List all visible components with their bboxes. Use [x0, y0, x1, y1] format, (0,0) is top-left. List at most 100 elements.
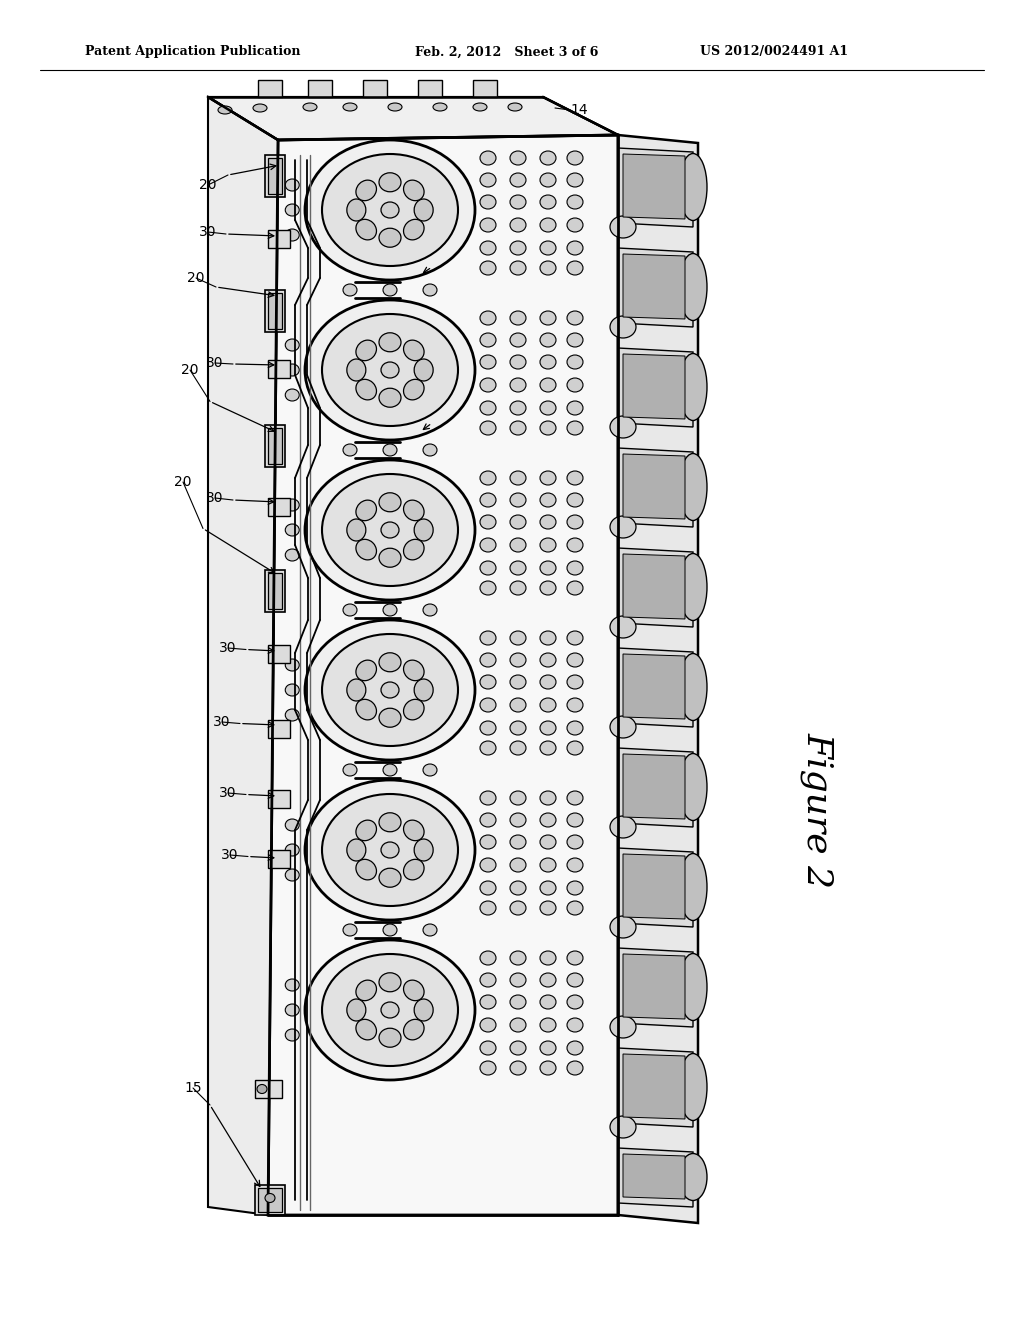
Ellipse shape — [540, 150, 556, 165]
Ellipse shape — [403, 981, 424, 1001]
Ellipse shape — [610, 1115, 636, 1138]
Ellipse shape — [356, 500, 377, 520]
Ellipse shape — [510, 698, 526, 711]
Ellipse shape — [423, 444, 437, 455]
Bar — [258, 1188, 282, 1212]
Ellipse shape — [343, 103, 357, 111]
Text: 20: 20 — [200, 178, 217, 191]
Ellipse shape — [480, 561, 496, 576]
Ellipse shape — [480, 515, 496, 529]
Ellipse shape — [540, 631, 556, 645]
Ellipse shape — [540, 515, 556, 529]
Polygon shape — [255, 1080, 282, 1098]
Ellipse shape — [510, 631, 526, 645]
Ellipse shape — [567, 1041, 583, 1055]
Ellipse shape — [510, 1061, 526, 1074]
Ellipse shape — [567, 858, 583, 873]
Ellipse shape — [383, 764, 397, 776]
Ellipse shape — [567, 653, 583, 667]
Ellipse shape — [480, 653, 496, 667]
Ellipse shape — [322, 795, 458, 906]
Ellipse shape — [379, 973, 401, 991]
Ellipse shape — [379, 492, 401, 512]
Ellipse shape — [567, 421, 583, 436]
Ellipse shape — [610, 816, 636, 838]
Ellipse shape — [540, 902, 556, 915]
Polygon shape — [618, 348, 693, 426]
Ellipse shape — [567, 675, 583, 689]
Ellipse shape — [381, 202, 399, 218]
Ellipse shape — [540, 173, 556, 187]
Ellipse shape — [403, 1019, 424, 1040]
Ellipse shape — [305, 140, 475, 280]
Ellipse shape — [510, 1018, 526, 1032]
Ellipse shape — [480, 218, 496, 232]
Ellipse shape — [480, 312, 496, 325]
Ellipse shape — [343, 284, 357, 296]
Ellipse shape — [480, 950, 496, 965]
Ellipse shape — [480, 333, 496, 347]
Ellipse shape — [510, 471, 526, 484]
Ellipse shape — [610, 1016, 636, 1038]
Ellipse shape — [379, 709, 401, 727]
Polygon shape — [623, 754, 685, 818]
Ellipse shape — [480, 675, 496, 689]
Text: Feb. 2, 2012   Sheet 3 of 6: Feb. 2, 2012 Sheet 3 of 6 — [415, 45, 598, 58]
Ellipse shape — [322, 474, 458, 586]
Ellipse shape — [510, 218, 526, 232]
Ellipse shape — [567, 698, 583, 711]
Polygon shape — [268, 573, 282, 609]
Ellipse shape — [379, 173, 401, 191]
Polygon shape — [618, 548, 693, 627]
Ellipse shape — [540, 312, 556, 325]
Ellipse shape — [510, 333, 526, 347]
Ellipse shape — [383, 444, 397, 455]
Ellipse shape — [379, 869, 401, 887]
Ellipse shape — [414, 678, 433, 701]
Ellipse shape — [540, 675, 556, 689]
Polygon shape — [258, 81, 282, 96]
Ellipse shape — [388, 103, 402, 111]
Polygon shape — [268, 789, 290, 808]
Ellipse shape — [480, 813, 496, 828]
Ellipse shape — [510, 813, 526, 828]
Ellipse shape — [480, 1018, 496, 1032]
Ellipse shape — [343, 444, 357, 455]
Ellipse shape — [540, 261, 556, 275]
Ellipse shape — [286, 684, 299, 696]
Ellipse shape — [540, 880, 556, 895]
Ellipse shape — [540, 333, 556, 347]
Ellipse shape — [480, 741, 496, 755]
Ellipse shape — [567, 902, 583, 915]
Ellipse shape — [480, 378, 496, 392]
Ellipse shape — [356, 981, 377, 1001]
Ellipse shape — [286, 364, 299, 376]
Ellipse shape — [567, 950, 583, 965]
Ellipse shape — [423, 924, 437, 936]
Ellipse shape — [322, 634, 458, 746]
Ellipse shape — [286, 499, 299, 511]
Ellipse shape — [403, 700, 424, 719]
Polygon shape — [618, 648, 693, 727]
Ellipse shape — [356, 180, 377, 201]
Ellipse shape — [403, 540, 424, 560]
Ellipse shape — [510, 261, 526, 275]
Ellipse shape — [567, 581, 583, 595]
Ellipse shape — [540, 401, 556, 414]
Ellipse shape — [540, 355, 556, 370]
Ellipse shape — [379, 1028, 401, 1047]
Ellipse shape — [356, 379, 377, 400]
Ellipse shape — [383, 284, 397, 296]
Ellipse shape — [567, 471, 583, 484]
Ellipse shape — [540, 421, 556, 436]
Ellipse shape — [423, 605, 437, 616]
Ellipse shape — [480, 698, 496, 711]
Polygon shape — [265, 154, 285, 197]
Polygon shape — [268, 498, 290, 516]
Ellipse shape — [305, 620, 475, 760]
Ellipse shape — [403, 859, 424, 880]
Ellipse shape — [540, 242, 556, 255]
Ellipse shape — [540, 1061, 556, 1074]
Ellipse shape — [286, 339, 299, 351]
Ellipse shape — [265, 1193, 275, 1203]
